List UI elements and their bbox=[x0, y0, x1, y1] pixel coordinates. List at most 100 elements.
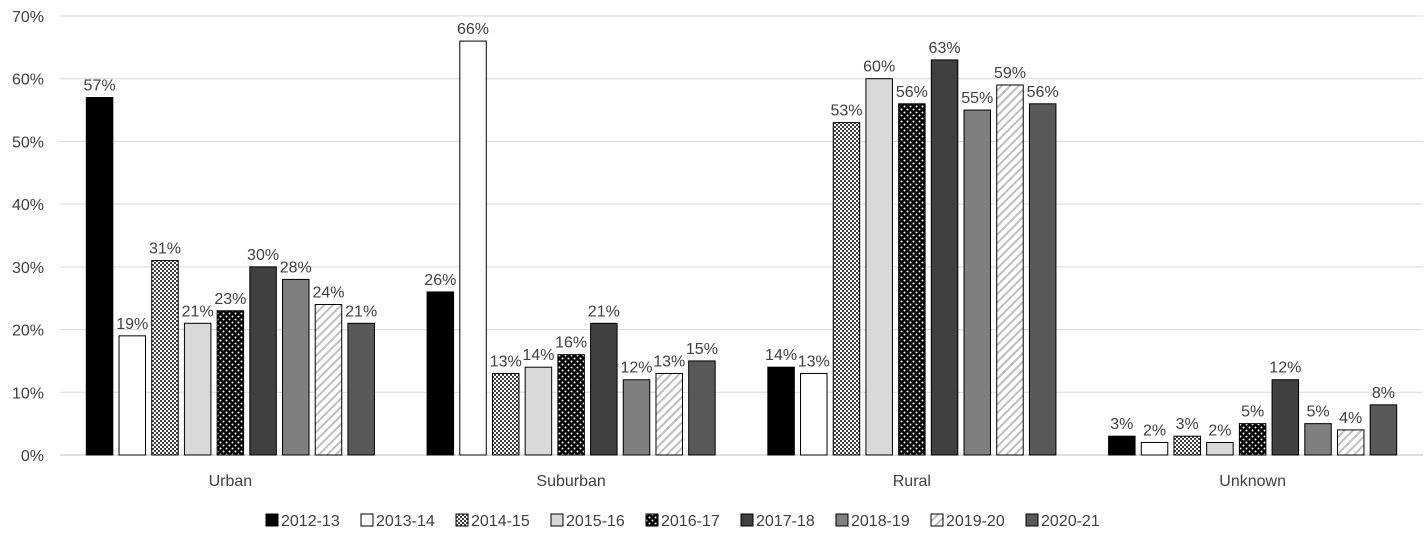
y-tick-label: 60% bbox=[12, 72, 44, 89]
data-label: 55% bbox=[961, 90, 993, 107]
data-label: 12% bbox=[621, 360, 653, 377]
bar-2013-14-unknown bbox=[1140, 441, 1169, 456]
data-label: 19% bbox=[116, 316, 148, 333]
bar-2018-19-suburban bbox=[622, 379, 651, 456]
y-tick-label: 10% bbox=[12, 385, 44, 402]
data-label: 3% bbox=[1110, 416, 1133, 433]
legend: 2012-13 2013-14 2014-15 2015-16 2016-17 2017-… bbox=[265, 513, 1100, 530]
data-label: 14% bbox=[765, 347, 797, 364]
bar-2020-21-unknown bbox=[1369, 404, 1398, 456]
data-label: 5% bbox=[1241, 404, 1264, 421]
bar-2019-20-unknown bbox=[1336, 429, 1365, 456]
legend-label: 2013-14 bbox=[376, 513, 435, 530]
data-label: 4% bbox=[1339, 410, 1362, 427]
bar-2017-18-unknown bbox=[1271, 379, 1300, 456]
bar-2018-19-unknown bbox=[1304, 423, 1332, 456]
data-label: 8% bbox=[1372, 385, 1395, 402]
bar-2012-13-rural bbox=[767, 366, 795, 456]
bar-2012-13-suburban bbox=[426, 291, 455, 456]
bar-2020-21-rural bbox=[1028, 103, 1057, 456]
bar-2017-18-rural bbox=[930, 59, 959, 456]
bar-2014-15-rural bbox=[832, 122, 861, 456]
legend-item: 2018-19 bbox=[835, 513, 910, 530]
bar-2015-16-urban bbox=[183, 322, 212, 456]
data-label: 13% bbox=[490, 353, 522, 370]
legend-label: 2020-21 bbox=[1041, 513, 1100, 530]
legend-swatch bbox=[645, 513, 659, 527]
data-label: 14% bbox=[522, 347, 554, 364]
bar-2017-18-suburban bbox=[590, 322, 618, 456]
legend-label: 2012-13 bbox=[281, 513, 340, 530]
legend-item: 2015-16 bbox=[550, 513, 625, 530]
data-label: 56% bbox=[1027, 84, 1059, 101]
y-tick-label: 20% bbox=[12, 323, 44, 340]
data-label: 5% bbox=[1306, 404, 1329, 421]
legend-swatch bbox=[1025, 513, 1039, 527]
bar-2018-19-urban bbox=[282, 278, 310, 456]
bar-2013-14-suburban bbox=[459, 40, 487, 456]
bar-2018-19-rural bbox=[963, 109, 992, 456]
legend-swatch bbox=[265, 513, 279, 527]
legend-item: 2020-21 bbox=[1025, 513, 1100, 530]
legend-label: 2017-18 bbox=[756, 513, 815, 530]
legend-item: 2019-20 bbox=[930, 513, 1005, 530]
legend-label: 2016-17 bbox=[661, 513, 720, 530]
legend-swatch bbox=[930, 513, 944, 527]
data-label: 31% bbox=[149, 241, 181, 258]
bar-2020-21-suburban bbox=[688, 360, 716, 456]
data-label: 23% bbox=[214, 291, 246, 308]
category-label: Rural bbox=[893, 473, 931, 490]
bar-2020-21-urban bbox=[347, 322, 375, 456]
data-label: 59% bbox=[994, 65, 1026, 82]
legend-label: 2014-15 bbox=[471, 513, 530, 530]
data-labels: 57%19%31%21%23%30%28%24%21%26%66%13% 14%1… bbox=[84, 21, 1395, 439]
data-label: 30% bbox=[247, 247, 279, 264]
y-tick-label: 30% bbox=[12, 260, 44, 277]
data-label: 13% bbox=[653, 353, 685, 370]
data-label: 16% bbox=[555, 335, 587, 352]
legend-swatch bbox=[835, 513, 849, 527]
data-label: 2% bbox=[1143, 422, 1166, 439]
data-label: 2% bbox=[1208, 422, 1231, 439]
y-tick-label: 0% bbox=[21, 448, 44, 465]
bar-2015-16-unknown bbox=[1206, 441, 1234, 456]
data-label: 21% bbox=[588, 303, 620, 320]
category-label: Urban bbox=[209, 473, 253, 490]
bar-2017-18-urban bbox=[249, 266, 277, 456]
bar-2016-17-urban bbox=[216, 310, 245, 456]
legend-swatch bbox=[455, 513, 469, 527]
data-label: 24% bbox=[312, 284, 344, 301]
data-label: 53% bbox=[830, 103, 862, 120]
data-label: 66% bbox=[457, 21, 489, 38]
legend-item: 2013-14 bbox=[360, 513, 435, 530]
y-tick-label: 70% bbox=[12, 9, 44, 26]
legend-item: 2014-15 bbox=[455, 513, 530, 530]
legend-item: 2016-17 bbox=[645, 513, 720, 530]
data-label: 3% bbox=[1176, 416, 1199, 433]
data-label: 15% bbox=[686, 341, 718, 358]
legend-item: 2012-13 bbox=[265, 513, 340, 530]
data-label: 60% bbox=[863, 59, 895, 76]
bar-2019-20-rural bbox=[996, 84, 1024, 456]
category-label: Unknown bbox=[1219, 473, 1286, 490]
bar-2012-13-urban bbox=[85, 97, 114, 456]
legend-label: 2015-16 bbox=[566, 513, 625, 530]
legend-label: 2018-19 bbox=[851, 513, 910, 530]
data-label: 57% bbox=[84, 78, 116, 95]
bar-2014-15-unknown bbox=[1173, 435, 1201, 456]
bar-2019-20-urban bbox=[314, 303, 343, 456]
data-label: 13% bbox=[798, 353, 830, 370]
bar-2014-15-suburban bbox=[491, 372, 520, 456]
data-label: 21% bbox=[345, 303, 377, 320]
bar-2015-16-rural bbox=[865, 78, 893, 456]
bar-2012-13-unknown bbox=[1108, 435, 1136, 456]
bar-2019-20-suburban bbox=[655, 372, 683, 456]
category-label: Suburban bbox=[536, 473, 605, 490]
data-label: 26% bbox=[424, 272, 456, 289]
legend-item: 2017-18 bbox=[740, 513, 815, 530]
legend-swatch bbox=[740, 513, 754, 527]
data-label: 28% bbox=[280, 259, 312, 276]
data-label: 12% bbox=[1269, 360, 1301, 377]
bar-2016-17-suburban bbox=[557, 354, 585, 456]
